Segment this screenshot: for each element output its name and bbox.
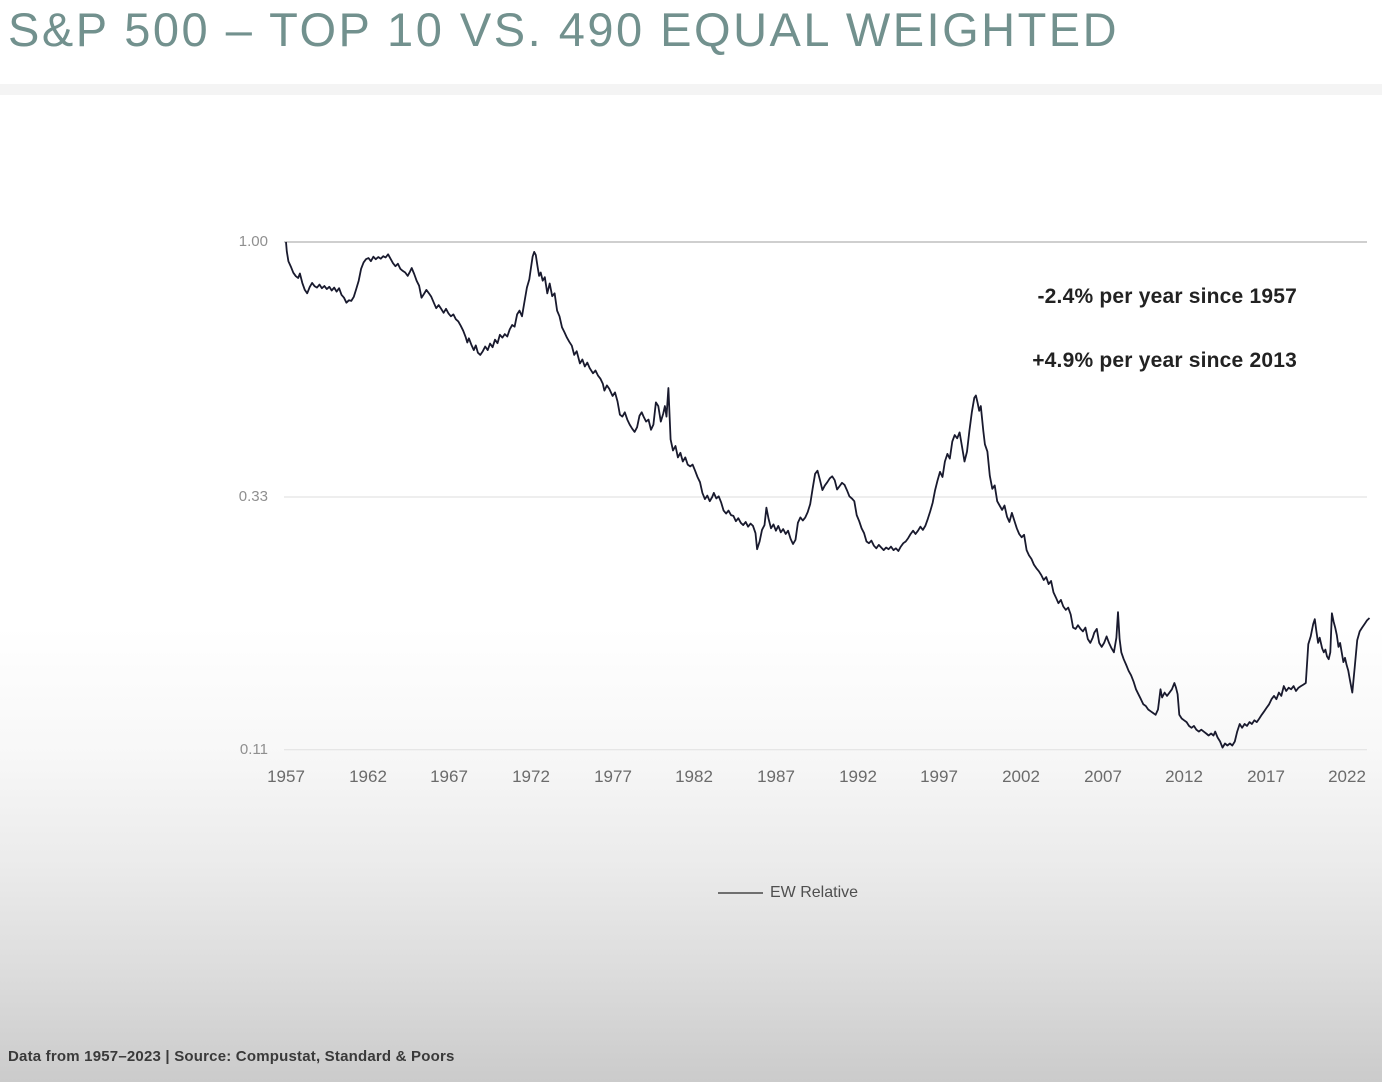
y-tick-label-0.11: 0.11 bbox=[239, 741, 268, 758]
x-tick-label-1987: 1987 bbox=[757, 767, 795, 786]
annotation-since-1957: -2.4% per year since 1957 bbox=[1037, 285, 1297, 308]
source-footnote: Data from 1957–2023 | Source: Compustat,… bbox=[8, 1048, 455, 1065]
x-tick-label-2017: 2017 bbox=[1247, 767, 1285, 786]
x-tick-label-1992: 1992 bbox=[839, 767, 877, 786]
annotation-since-2013: +4.9% per year since 2013 bbox=[1032, 349, 1297, 372]
x-tick-label-1967: 1967 bbox=[430, 767, 468, 786]
legend-line-swatch bbox=[718, 892, 763, 894]
x-tick-label-1977: 1977 bbox=[594, 767, 632, 786]
x-tick-label-1997: 1997 bbox=[920, 767, 958, 786]
x-tick-label-1962: 1962 bbox=[349, 767, 387, 786]
y-tick-label-0.33: 0.33 bbox=[238, 488, 268, 505]
chart-legend: EW Relative bbox=[718, 884, 858, 902]
x-tick-label-2007: 2007 bbox=[1084, 767, 1122, 786]
title-divider bbox=[0, 84, 1382, 95]
x-tick-label-1957: 1957 bbox=[267, 767, 305, 786]
y-tick-label-1.00: 1.00 bbox=[238, 233, 268, 250]
page-title: S&P 500 – TOP 10 VS. 490 EQUAL WEIGHTED bbox=[8, 3, 1120, 56]
x-tick-label-2012: 2012 bbox=[1165, 767, 1203, 786]
x-tick-label-1972: 1972 bbox=[512, 767, 550, 786]
legend-label: EW Relative bbox=[770, 884, 859, 901]
x-tick-label-2022: 2022 bbox=[1328, 767, 1366, 786]
x-tick-label-1982: 1982 bbox=[675, 767, 713, 786]
ew-relative-line bbox=[285, 241, 1371, 749]
x-tick-label-2002: 2002 bbox=[1002, 767, 1040, 786]
annotation-block: -2.4% per year since 1957 +4.9% per year… bbox=[1032, 286, 1297, 372]
